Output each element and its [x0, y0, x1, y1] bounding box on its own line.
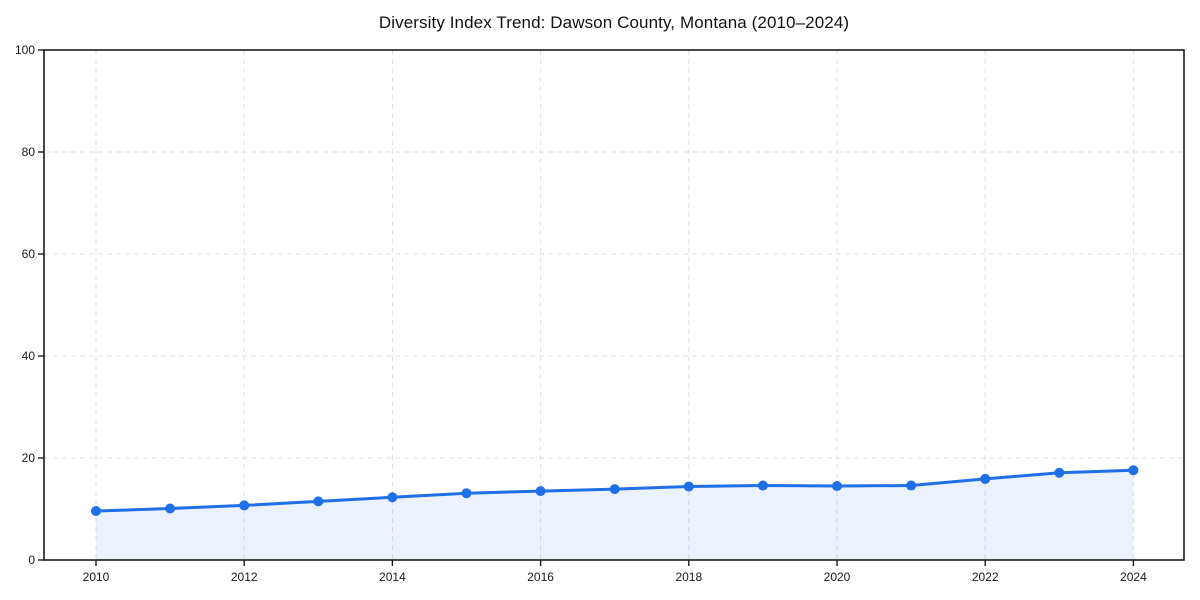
plot-border	[43, 49, 1185, 561]
data-point	[313, 496, 324, 507]
data-point	[1054, 467, 1065, 478]
data-point	[906, 480, 917, 491]
data-point	[535, 486, 546, 497]
data-point	[91, 506, 101, 517]
data-point	[1128, 465, 1139, 476]
x-tick-label: 2020	[824, 570, 851, 584]
y-tick-label: 0	[28, 553, 35, 567]
area-fill	[96, 470, 1134, 560]
data-point	[832, 481, 842, 492]
x-tick-label: 2024	[1120, 570, 1147, 584]
data-point	[165, 503, 176, 514]
y-tick-label: 80	[22, 145, 36, 159]
data-point	[980, 473, 991, 484]
chart-title: Diversity Index Trend: Dawson County, Mo…	[378, 13, 850, 32]
data-point	[239, 500, 250, 511]
data-point	[757, 480, 768, 491]
x-tick-label: 2010	[83, 570, 110, 584]
data-point	[609, 484, 620, 495]
x-tick-label: 2018	[675, 570, 702, 584]
x-tick-label: 2022	[972, 570, 999, 584]
data-point	[387, 492, 398, 503]
y-tick-label: 40	[22, 349, 36, 363]
data-point	[683, 481, 694, 492]
x-tick-label: 2014	[379, 570, 406, 584]
x-tick-label: 2012	[231, 570, 258, 584]
y-tick-label: 100	[15, 43, 35, 57]
y-tick-label: 20	[22, 451, 36, 465]
data-point	[461, 488, 472, 499]
y-tick-label: 60	[22, 247, 36, 261]
x-tick-label: 2016	[527, 570, 554, 584]
